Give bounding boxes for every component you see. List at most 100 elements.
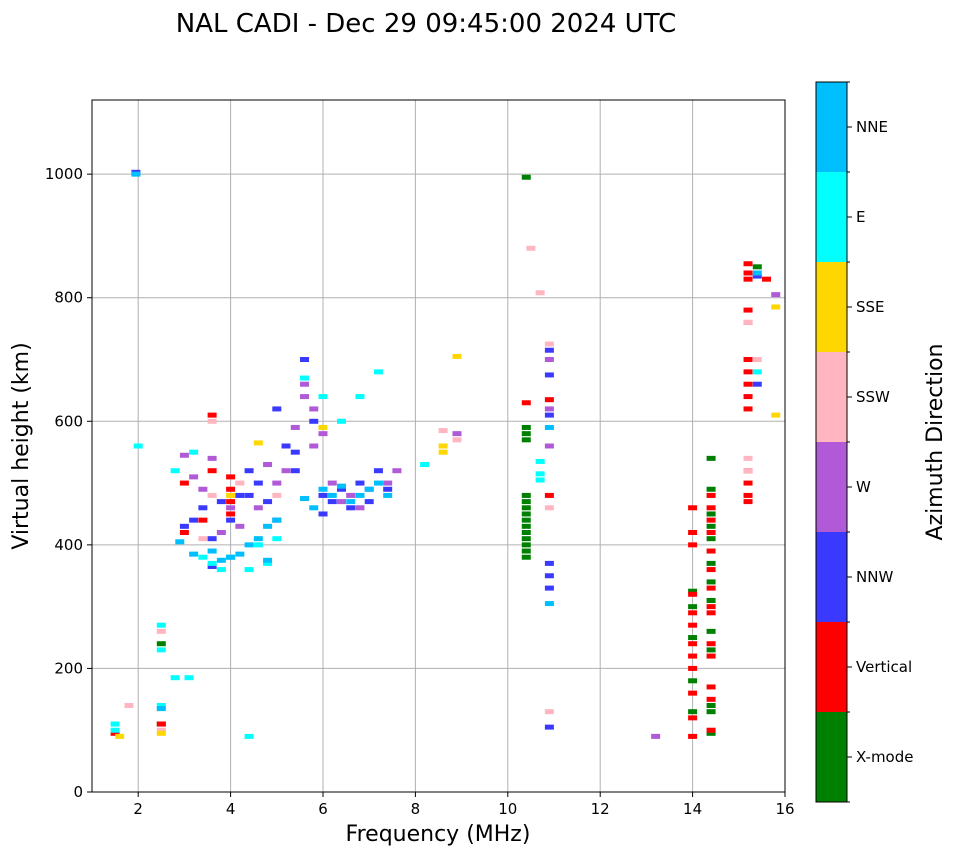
point-w [544,443,554,449]
point-vertical [688,610,698,616]
point-nnw [235,492,245,498]
point-vertical [706,684,716,690]
point-e [272,536,282,542]
point-e [263,560,273,566]
point-vertical [762,276,772,282]
point-vertical [743,261,753,267]
point-nnw [281,443,291,449]
point-vertical [706,585,716,591]
point-e [300,375,310,381]
point-e [170,675,180,681]
point-nne [318,486,328,492]
point-e [535,477,545,483]
point-vertical [706,505,716,511]
point-x-mode [688,604,698,610]
point-e [253,542,263,548]
point-x-mode [521,437,531,443]
point-e [373,369,383,375]
point-w [392,468,402,474]
point-nne [156,706,166,712]
point-w [300,381,310,387]
point-nnw [290,468,300,474]
x-axis-ticks: 2 4 6 8 10 12 14 16 [133,792,795,818]
point-nnw [244,468,254,474]
point-x-mode [521,511,531,517]
point-x-mode [521,530,531,535]
y-tick-label: 400 [54,536,83,554]
point-x-mode [706,560,716,566]
x-tick-label: 10 [498,800,517,818]
point-nnw [309,418,319,424]
point-vertical [743,499,753,505]
chart-title: NAL CADI - Dec 29 09:45:00 2024 UTC [176,9,676,39]
point-nnw [752,273,762,279]
point-w [309,443,319,449]
point-vertical [688,733,698,739]
point-w [346,492,356,498]
point-e [216,567,226,573]
point-nnw [355,480,365,486]
point-nne [216,557,226,563]
x-tick-label: 14 [683,800,702,818]
point-vertical [688,641,698,647]
point-x-mode [521,505,531,511]
point-vertical [706,727,716,733]
point-sse [253,440,263,446]
colorbar-frame [815,81,848,803]
point-nne [355,492,365,498]
point-w [544,357,554,362]
point-ssw [535,290,545,296]
point-nnw [318,511,328,517]
grid-lines [92,100,785,792]
point-w [235,523,245,529]
point-nnw [253,480,263,486]
point-x-mode [706,628,716,634]
point-x-mode [706,647,716,653]
point-nne [207,548,217,554]
point-vertical [226,499,236,505]
point-e [420,462,430,468]
point-vertical [743,357,753,362]
point-w [300,394,310,400]
point-x-mode [688,588,698,594]
point-x-mode [521,517,531,523]
point-nne [752,270,762,276]
colorbar-swatch-x-mode [816,712,847,802]
point-x-mode [521,492,531,498]
point-ssw [743,455,753,461]
point-vertical [688,542,698,548]
point-e [318,394,328,400]
x-tick-label: 8 [411,800,421,818]
point-vertical [706,492,716,498]
colorbar-label-ssw: SSW [856,388,890,406]
point-x-mode [521,499,531,505]
x-tick-label: 4 [226,800,236,818]
point-vertical [226,511,236,517]
point-vertical [521,400,531,406]
point-nnw [244,492,254,498]
point-ssw [198,536,208,542]
point-ssw [752,357,762,362]
point-w [383,480,393,486]
point-sse [771,412,781,418]
point-vertical [706,604,716,610]
point-x-mode [156,641,166,647]
colorbar-swatch-w [816,442,847,532]
y-tick-label: 1000 [45,165,83,183]
point-x-mode [706,455,716,461]
point-x-mode [706,486,716,492]
point-w [263,462,273,468]
point-w [355,505,365,511]
point-vertical [743,381,753,387]
point-vertical [743,406,753,412]
point-vertical [544,492,554,498]
point-nne [544,601,554,607]
point-nnw [383,486,393,492]
point-vertical [706,696,716,702]
point-vertical [743,270,753,276]
point-w [179,452,189,458]
point-w [309,406,319,412]
point-w [226,505,236,511]
point-nnw [198,505,208,511]
point-x-mode [688,678,698,684]
